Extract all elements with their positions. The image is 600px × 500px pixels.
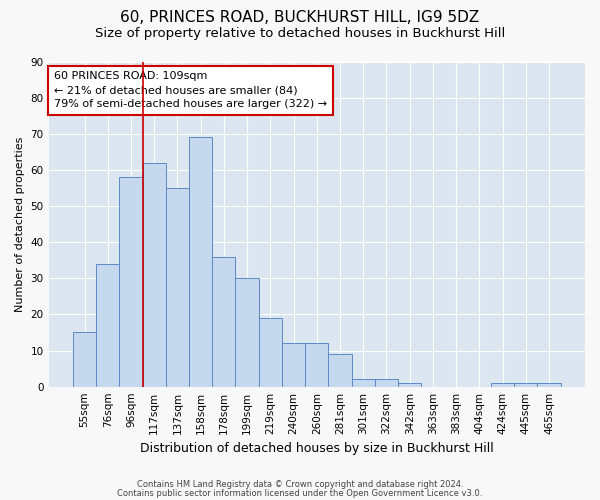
Bar — [398, 383, 421, 386]
Bar — [375, 380, 398, 386]
Bar — [166, 188, 189, 386]
Bar — [143, 162, 166, 386]
X-axis label: Distribution of detached houses by size in Buckhurst Hill: Distribution of detached houses by size … — [140, 442, 494, 455]
Bar — [352, 380, 375, 386]
Bar — [189, 138, 212, 386]
Text: Contains HM Land Registry data © Crown copyright and database right 2024.: Contains HM Land Registry data © Crown c… — [137, 480, 463, 489]
Bar — [119, 177, 143, 386]
Bar — [305, 344, 328, 386]
Text: Contains public sector information licensed under the Open Government Licence v3: Contains public sector information licen… — [118, 489, 482, 498]
Bar — [212, 256, 235, 386]
Bar — [73, 332, 96, 386]
Bar — [328, 354, 352, 386]
Text: Size of property relative to detached houses in Buckhurst Hill: Size of property relative to detached ho… — [95, 28, 505, 40]
Text: 60 PRINCES ROAD: 109sqm
← 21% of detached houses are smaller (84)
79% of semi-de: 60 PRINCES ROAD: 109sqm ← 21% of detache… — [54, 72, 327, 110]
Y-axis label: Number of detached properties: Number of detached properties — [15, 136, 25, 312]
Bar — [96, 264, 119, 386]
Bar — [514, 383, 538, 386]
Bar — [235, 278, 259, 386]
Bar — [259, 318, 282, 386]
Bar — [491, 383, 514, 386]
Bar — [282, 344, 305, 386]
Text: 60, PRINCES ROAD, BUCKHURST HILL, IG9 5DZ: 60, PRINCES ROAD, BUCKHURST HILL, IG9 5D… — [121, 10, 479, 25]
Bar — [538, 383, 560, 386]
